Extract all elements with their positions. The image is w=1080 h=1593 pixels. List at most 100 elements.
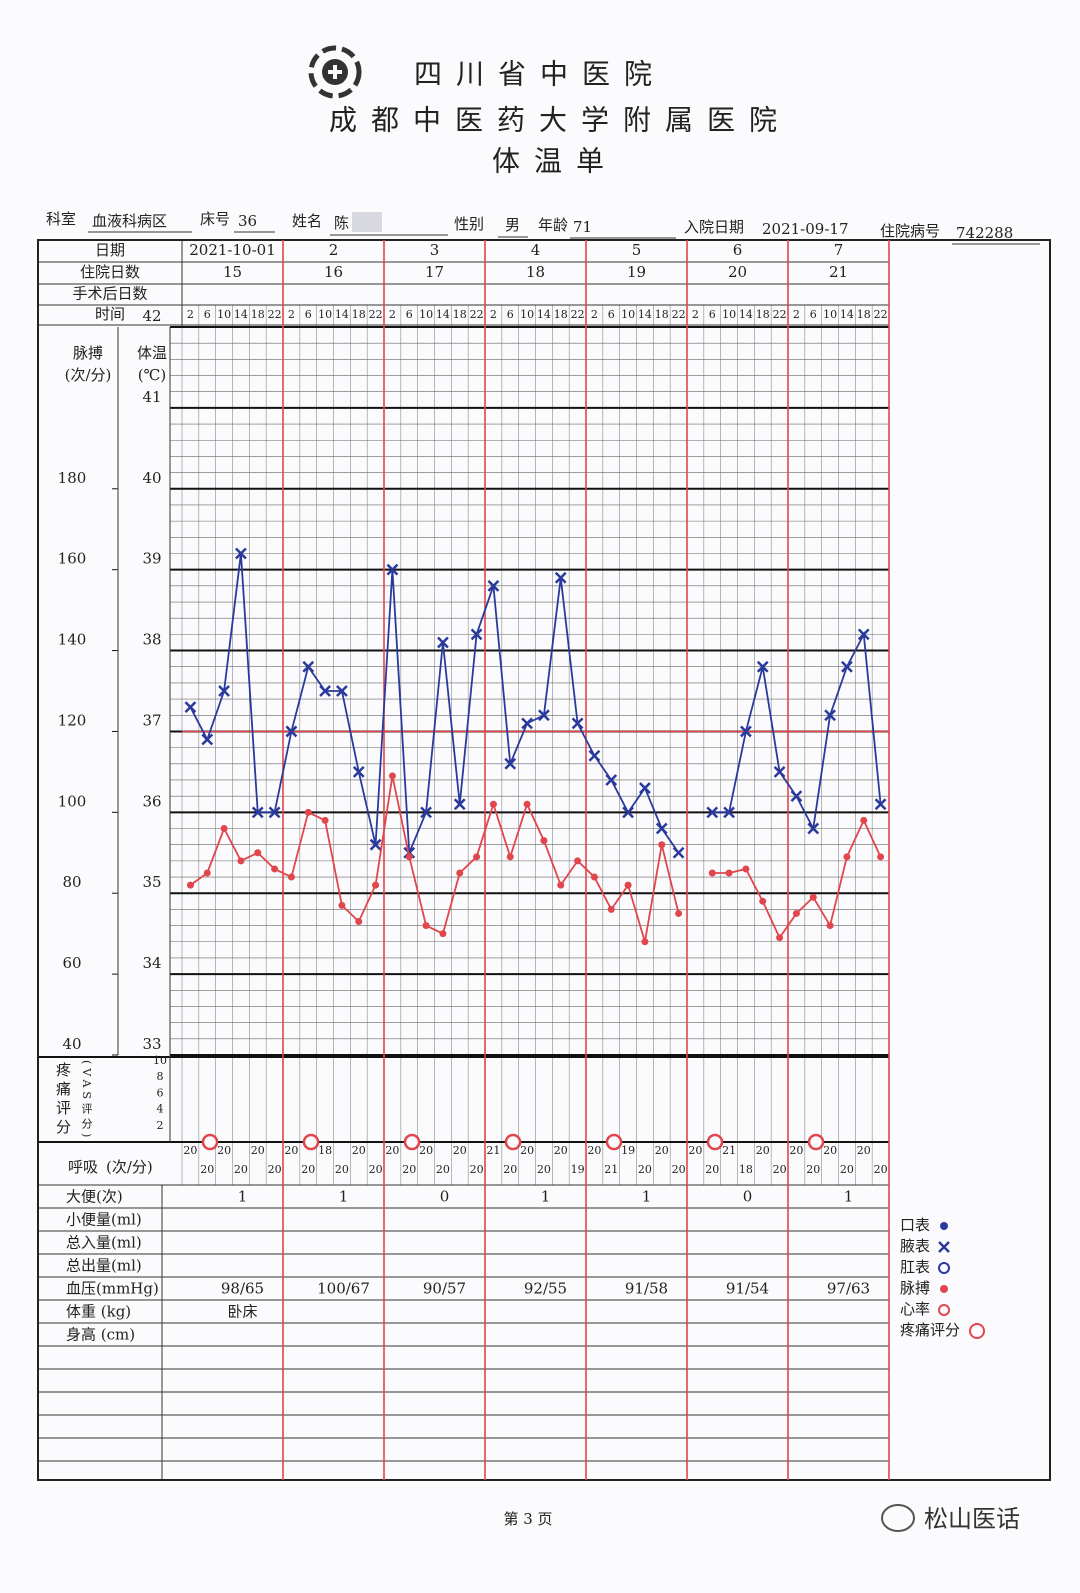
dot-marker — [742, 865, 750, 873]
respiration-value: 20 — [503, 1163, 517, 1176]
cross-marker — [235, 547, 247, 560]
time: 14 — [537, 308, 551, 321]
table-cell: 卧床 — [227, 1303, 257, 1321]
respiration-value: 20 — [301, 1163, 315, 1176]
watermark-text: 松山医话 — [924, 1505, 1020, 1533]
dot-marker — [809, 893, 817, 901]
dot-marker — [372, 881, 380, 889]
cross-marker — [268, 806, 281, 819]
cross-marker — [420, 806, 432, 819]
table-cell: 97/63 — [827, 1280, 870, 1298]
respiration-value: 21 — [722, 1144, 736, 1157]
age-label: 年龄 — [538, 216, 568, 234]
dot-marker — [574, 857, 582, 865]
table-label: 血压(mmHg) — [66, 1280, 159, 1298]
respiration-value: 18 — [318, 1144, 332, 1157]
time: 2 — [591, 308, 598, 321]
pain-score — [403, 1133, 421, 1151]
pain-tick-label: 2 — [157, 1119, 164, 1132]
respiration-value: 20 — [537, 1163, 551, 1176]
logo-ring — [308, 45, 362, 99]
cross-marker — [336, 685, 348, 697]
cross-marker — [352, 766, 365, 778]
dot-marker — [422, 922, 430, 930]
time: 10 — [722, 308, 736, 321]
cross-marker — [369, 838, 382, 851]
table-cell: 0 — [743, 1188, 753, 1206]
bed-label: 床号 — [200, 210, 230, 228]
legend-marker — [938, 1262, 951, 1274]
dot-marker — [254, 849, 262, 857]
logo — [308, 45, 362, 99]
respiration-value: 20 — [857, 1144, 871, 1157]
hospital-day: 19 — [627, 263, 646, 281]
cross-marker — [807, 822, 820, 835]
dot-marker — [439, 930, 447, 938]
dot-marker — [792, 909, 800, 917]
pain-score — [605, 1133, 623, 1151]
respiration-value: 20 — [773, 1163, 787, 1176]
table-cell: 1 — [541, 1188, 551, 1206]
dot-marker — [860, 816, 868, 824]
hospital-day: 21 — [829, 263, 848, 281]
dot-marker — [557, 881, 565, 889]
respiration-value: 20 — [335, 1163, 349, 1176]
cross-marker — [605, 774, 618, 786]
legend-label: 口表 — [900, 1216, 930, 1234]
pain-score — [807, 1133, 825, 1151]
row-label: 手术后日数 — [72, 285, 147, 303]
table-cell: 0 — [440, 1188, 450, 1206]
respiration-value: 20 — [840, 1163, 854, 1176]
time: 18 — [655, 308, 669, 321]
cross-marker — [487, 579, 500, 592]
date: 2021-10-01 — [189, 241, 275, 259]
time: 14 — [638, 308, 652, 321]
row-label: 住院日数 — [80, 263, 140, 281]
respiration-value: 19 — [621, 1144, 635, 1157]
y-tick-label: 40 — [142, 469, 161, 487]
pain-tick-label: 6 — [157, 1086, 164, 1099]
dot-marker — [355, 918, 363, 926]
dot-marker — [304, 808, 312, 816]
time: 22 — [470, 308, 484, 321]
university-name: 成都中医药大学附属医院 — [329, 104, 791, 137]
logo-cross — [328, 65, 342, 79]
date: 3 — [430, 241, 440, 259]
respiration-value: 20 — [554, 1144, 568, 1157]
legend-label: 肛表 — [900, 1258, 930, 1276]
respiration-value: 20 — [419, 1144, 433, 1157]
record-label: 住院病号 — [880, 222, 940, 240]
dot-marker — [523, 800, 531, 808]
y2-tick-label: 140 — [58, 631, 87, 649]
cross-marker — [773, 766, 786, 778]
dot-marker — [220, 825, 228, 833]
table-cell: 1 — [844, 1188, 854, 1206]
y-unit: (℃) — [138, 366, 166, 384]
time: 18 — [554, 308, 568, 321]
respiration-value: 20 — [672, 1163, 686, 1176]
respiration-value: 20 — [369, 1163, 383, 1176]
table-cell: 90/57 — [423, 1280, 466, 1298]
cross-marker — [639, 782, 651, 794]
respiration-value: 20 — [806, 1163, 820, 1176]
legend-label: 心率 — [900, 1300, 930, 1318]
time: 6 — [608, 308, 615, 321]
respiration-value: 20 — [470, 1163, 484, 1176]
cross-marker — [184, 701, 197, 714]
date: 7 — [834, 241, 844, 259]
respiration-value: 20 — [251, 1144, 265, 1157]
cross-marker — [790, 790, 803, 803]
time: 14 — [739, 308, 753, 321]
table-label: 总出量(ml) — [66, 1257, 142, 1275]
cross-marker — [672, 846, 685, 859]
respiration-value: 20 — [217, 1144, 231, 1157]
y2-label: 脉搏 — [73, 344, 103, 362]
cross-marker — [588, 749, 601, 762]
y-tick-label: 41 — [142, 388, 161, 406]
dot-marker — [237, 857, 245, 865]
legend-marker — [940, 1285, 949, 1293]
cross-marker — [756, 660, 769, 673]
cross-marker — [437, 636, 449, 649]
time: 18 — [857, 308, 871, 321]
time: 22 — [672, 308, 686, 321]
